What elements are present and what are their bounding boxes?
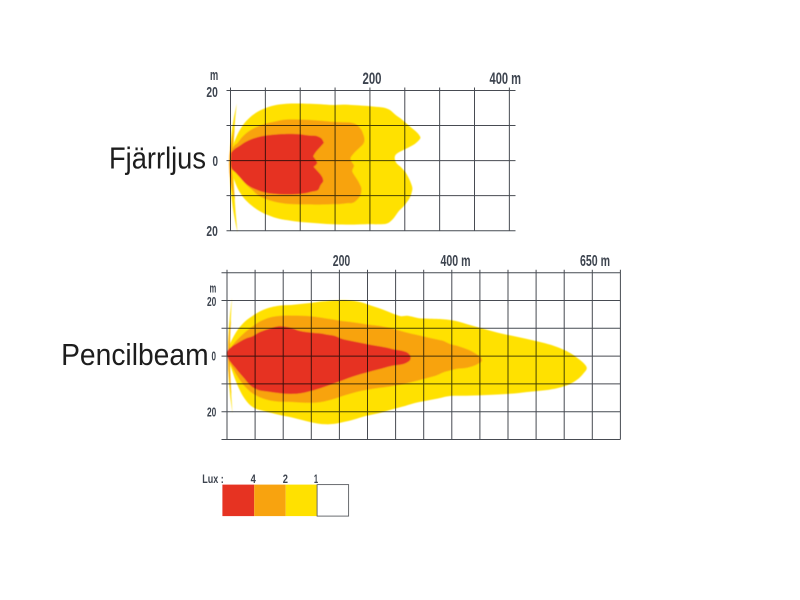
svg-text:0: 0 — [212, 349, 217, 364]
svg-text:m: m — [210, 67, 218, 84]
svg-text:Pencilbeam: Pencilbeam — [61, 338, 209, 372]
svg-text:Lux :: Lux : — [202, 472, 224, 486]
svg-text:m: m — [210, 281, 217, 296]
svg-text:1: 1 — [314, 472, 318, 486]
svg-text:20: 20 — [207, 294, 216, 309]
svg-text:0: 0 — [213, 153, 219, 170]
svg-text:20: 20 — [206, 84, 217, 101]
svg-text:650 m: 650 m — [580, 253, 610, 270]
svg-text:200: 200 — [333, 253, 351, 270]
svg-text:400 m: 400 m — [490, 69, 522, 88]
svg-text:400 m: 400 m — [441, 253, 471, 270]
svg-text:20: 20 — [206, 223, 217, 240]
svg-text:2: 2 — [283, 472, 288, 486]
svg-text:20: 20 — [207, 404, 216, 419]
svg-text:200: 200 — [363, 69, 382, 88]
svg-text:4: 4 — [251, 472, 256, 486]
svg-text:Fjärrljus: Fjärrljus — [109, 141, 206, 175]
